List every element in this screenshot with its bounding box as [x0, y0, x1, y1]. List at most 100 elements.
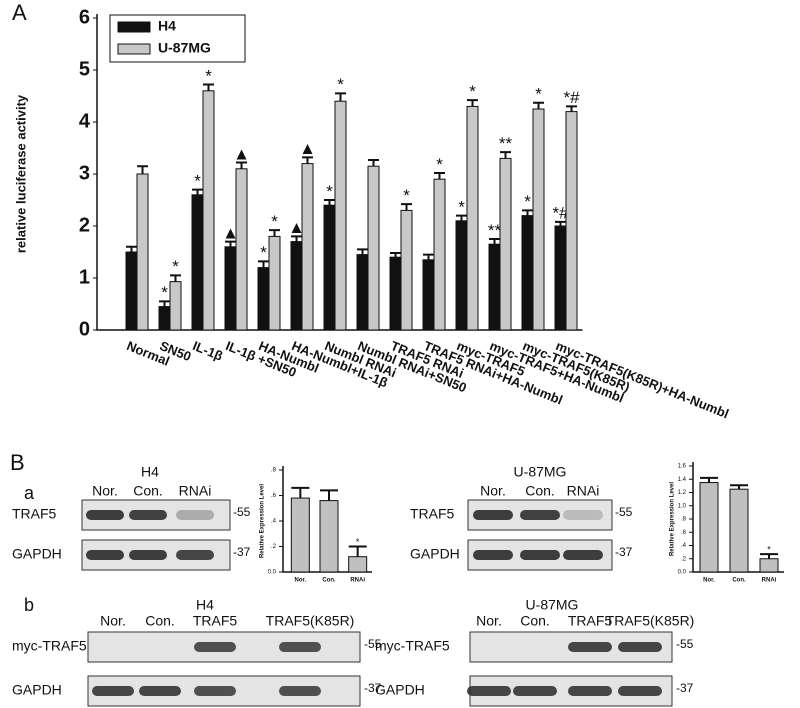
legend-label: U-87MG	[158, 40, 211, 56]
y-tick-label: 1.6	[678, 464, 687, 470]
lane-label: Con.	[525, 483, 555, 499]
lane-label: Con.	[145, 613, 175, 629]
lane-label: Nor.	[480, 483, 506, 499]
x-tick-label: Nor.	[703, 578, 715, 584]
y-tick-label: .8	[271, 468, 277, 474]
bar	[348, 556, 368, 573]
blot-band	[473, 510, 513, 520]
cell-line-label: H4	[196, 597, 214, 613]
blot-band	[473, 550, 513, 560]
y-tick-label: 1.0	[678, 503, 687, 509]
significance-marker: *	[535, 85, 542, 104]
bar	[257, 267, 270, 331]
bar	[455, 220, 468, 331]
error-bar	[225, 240, 236, 247]
error-bar	[467, 99, 478, 107]
error-bar	[522, 209, 533, 216]
y-tick-label: 0.0	[268, 570, 277, 576]
significance-marker: *	[436, 155, 443, 174]
legend-swatch	[117, 43, 151, 55]
lane-label: Con.	[133, 483, 163, 499]
bar	[290, 497, 310, 573]
significance-marker: *	[403, 186, 410, 205]
y-tick-label: 1.2	[678, 490, 687, 496]
blot-band	[176, 510, 214, 520]
cell-line-label: H4	[141, 464, 159, 480]
y-tick-label: 5	[79, 58, 90, 80]
row-label: GAPDH	[375, 682, 425, 698]
lane-label: TRAF5(K85R)	[606, 613, 695, 629]
error-bar	[533, 101, 544, 109]
blot-band	[467, 686, 511, 696]
blot-band	[279, 642, 321, 652]
error-bar	[203, 83, 214, 91]
bar	[169, 281, 182, 331]
lane-label: Nor.	[476, 613, 502, 629]
blot-band	[568, 642, 612, 652]
y-tick-label: .6	[681, 530, 687, 536]
error-bar	[302, 156, 313, 164]
y-tick-label: 0	[79, 318, 90, 340]
y-tick-label: .6	[271, 493, 277, 499]
y-tick-label: 1.4	[678, 477, 687, 483]
blot-band	[520, 550, 560, 560]
y-tick-label: 6	[79, 6, 90, 28]
bar	[136, 173, 149, 331]
bar	[699, 482, 719, 573]
bar	[532, 108, 545, 331]
bar	[554, 225, 567, 331]
y-tick-label: 2	[79, 214, 90, 236]
bar	[323, 204, 336, 331]
error-bar	[760, 553, 778, 559]
significance-marker: *#	[552, 204, 569, 223]
error-bar	[335, 92, 346, 102]
significance-marker: *	[271, 212, 278, 231]
legend-swatch	[117, 21, 151, 33]
significance-marker: *	[767, 544, 771, 554]
blot-band	[520, 510, 560, 520]
bar	[400, 209, 413, 331]
bar	[334, 100, 347, 331]
lane-label: Nor.	[100, 613, 126, 629]
size-marker: -37	[615, 545, 633, 559]
error-bar	[170, 274, 181, 282]
significance-marker: **	[488, 221, 502, 240]
size-marker: -55	[233, 505, 251, 519]
x-tick-label: RNAi	[350, 578, 365, 584]
blot-band	[618, 686, 662, 696]
blot-band	[568, 686, 612, 696]
error-bar	[126, 245, 137, 252]
y-axis-label: Relative Expression Level	[260, 484, 266, 558]
x-tick-label: Con.	[732, 578, 746, 584]
significance-marker: ▲	[233, 144, 250, 163]
error-bar	[236, 161, 247, 169]
bar	[367, 165, 380, 331]
bar	[158, 306, 171, 331]
error-bar	[137, 165, 148, 174]
bar	[224, 246, 237, 331]
size-marker: -37	[364, 681, 382, 695]
bar	[319, 500, 339, 573]
lane-label: TRAF5(K85R)	[266, 613, 355, 629]
lane-label: Nor.	[92, 483, 118, 499]
error-bar	[401, 203, 412, 211]
size-marker: -55	[615, 505, 633, 519]
error-bar	[500, 151, 511, 159]
significance-marker: *	[161, 283, 168, 302]
row-label: myc-TRAF5	[375, 638, 450, 654]
blot-band	[513, 686, 557, 696]
panel-sublabel: a	[24, 483, 35, 503]
blot-band	[176, 550, 214, 560]
blot-band	[86, 550, 124, 560]
bar	[499, 157, 512, 331]
bar	[301, 163, 314, 331]
blot-band	[563, 510, 603, 520]
bar	[268, 235, 281, 331]
size-marker: -37	[676, 681, 694, 695]
bar	[521, 215, 534, 331]
error-bar	[566, 105, 577, 112]
blot-band	[86, 510, 124, 520]
panel-label: A	[12, 0, 27, 25]
error-bar	[489, 238, 500, 245]
error-bar	[730, 484, 748, 490]
